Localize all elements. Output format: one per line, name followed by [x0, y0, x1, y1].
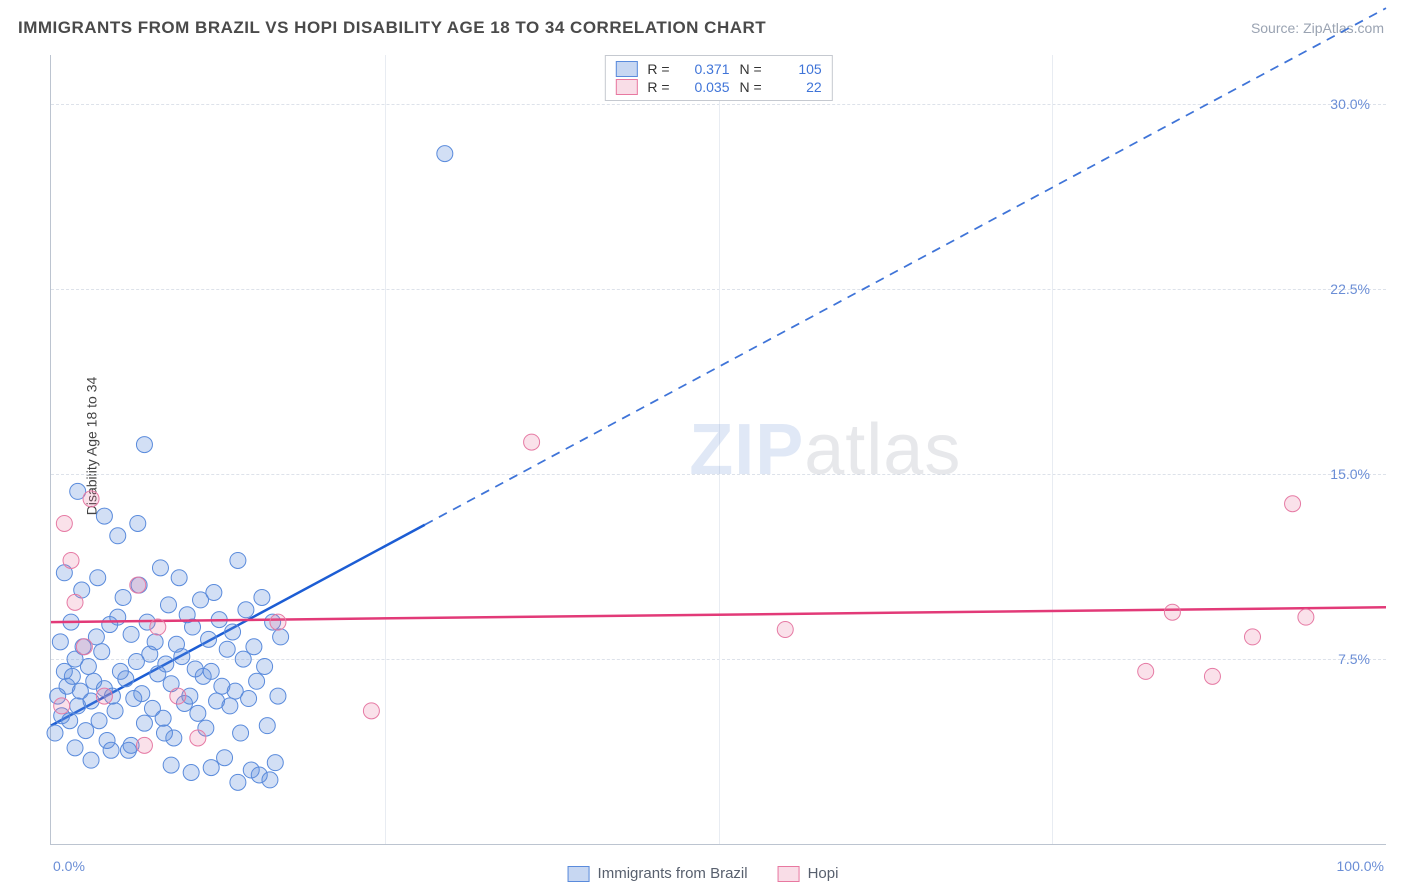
legend-swatch-pink [778, 866, 800, 882]
hopi-n-value: 22 [772, 79, 822, 95]
chart-title: IMMIGRANTS FROM BRAZIL VS HOPI DISABILIT… [18, 18, 766, 38]
legend-label-brazil: Immigrants from Brazil [598, 865, 748, 882]
chart-container: IMMIGRANTS FROM BRAZIL VS HOPI DISABILIT… [0, 0, 1406, 892]
bottom-legend: Immigrants from Brazil Hopi [568, 865, 839, 882]
legend-item-brazil: Immigrants from Brazil [568, 865, 748, 882]
legend-swatch-blue [568, 866, 590, 882]
legend-label-hopi: Hopi [808, 865, 839, 882]
swatch-blue [615, 61, 637, 77]
brazil-r-value: 0.371 [680, 61, 730, 77]
xtick-label: 100.0% [1337, 858, 1384, 874]
stats-legend: R = 0.371 N = 105 R = 0.035 N = 22 [604, 55, 832, 101]
stats-row-hopi: R = 0.035 N = 22 [615, 78, 821, 96]
n-label-2: N = [740, 79, 762, 95]
plot-area: ZIPatlas R = 0.371 N = 105 R = 0.035 N =… [50, 55, 1386, 845]
stats-row-brazil: R = 0.371 N = 105 [615, 60, 821, 78]
r-label-2: R = [647, 79, 669, 95]
xtick-label: 0.0% [53, 858, 85, 874]
source-label: Source: ZipAtlas.com [1251, 20, 1384, 36]
r-label: R = [647, 61, 669, 77]
n-label: N = [740, 61, 762, 77]
legend-item-hopi: Hopi [778, 865, 839, 882]
plot-svg [51, 55, 1386, 844]
hopi-r-value: 0.035 [680, 79, 730, 95]
brazil-n-value: 105 [772, 61, 822, 77]
swatch-pink [615, 79, 637, 95]
